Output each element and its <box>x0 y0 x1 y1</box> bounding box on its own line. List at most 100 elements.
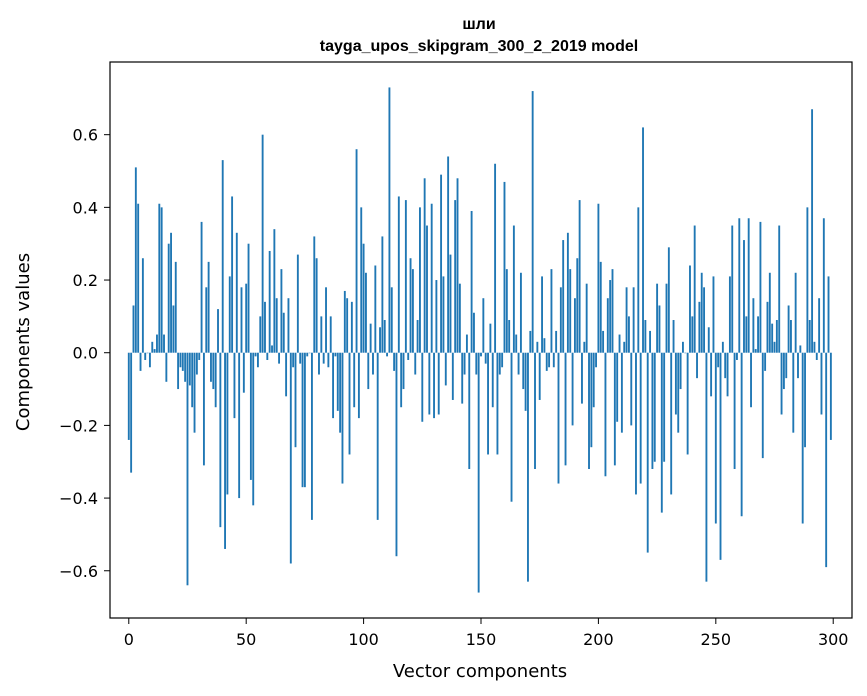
bar <box>390 287 393 353</box>
bar <box>505 269 508 353</box>
bar <box>503 181 506 353</box>
bar <box>228 276 231 353</box>
bar <box>245 283 248 353</box>
bar <box>691 316 694 353</box>
bar <box>454 200 457 353</box>
bar <box>597 203 600 353</box>
bar <box>458 283 461 353</box>
bar <box>731 225 734 353</box>
bar <box>703 287 706 353</box>
bar <box>806 207 809 353</box>
bar <box>240 287 243 353</box>
bar <box>670 352 673 495</box>
bar <box>186 352 189 586</box>
bar <box>736 352 738 360</box>
bar <box>348 352 351 455</box>
bar <box>738 218 741 353</box>
bar <box>750 352 752 408</box>
x-tick-label: 100 <box>348 630 379 649</box>
plot-frame <box>109 61 853 619</box>
bar <box>653 352 656 462</box>
bar <box>268 250 271 353</box>
bar <box>383 320 386 353</box>
bar <box>698 301 701 353</box>
bar <box>815 352 818 360</box>
bar <box>752 298 755 353</box>
bar <box>797 352 799 379</box>
bar <box>609 280 612 353</box>
bar <box>231 196 234 353</box>
bar <box>430 203 433 353</box>
x-tick-label: 0 <box>124 630 134 649</box>
bar <box>482 298 485 353</box>
y-tick-label: 0.6 <box>73 126 98 145</box>
bar <box>404 200 407 353</box>
bar <box>365 272 367 353</box>
bar <box>444 352 447 386</box>
bar <box>794 272 797 353</box>
bar <box>494 163 497 353</box>
bar <box>827 276 830 353</box>
bar <box>581 352 583 404</box>
bar <box>395 352 398 557</box>
bar <box>419 207 421 353</box>
chart-subtitle: tayga_upos_skipgram_300_2_2019 model <box>320 38 638 55</box>
bar-series <box>127 87 832 593</box>
bar <box>714 352 717 524</box>
bar <box>684 352 687 354</box>
y-tick-label: −0.6 <box>59 562 98 581</box>
bar <box>195 352 198 375</box>
bar <box>782 352 785 390</box>
bar <box>461 352 464 404</box>
bar <box>498 352 501 375</box>
bar <box>299 352 302 364</box>
bar <box>160 207 163 353</box>
bar <box>693 225 696 353</box>
bar <box>780 352 783 415</box>
bar <box>771 323 774 353</box>
bar <box>137 203 140 353</box>
bar <box>214 352 217 408</box>
bar <box>576 258 579 353</box>
bar <box>327 352 330 368</box>
bar <box>667 247 670 353</box>
bar <box>278 352 281 364</box>
bar <box>254 352 257 357</box>
bar <box>132 305 135 353</box>
bar <box>534 352 536 470</box>
bar <box>588 352 590 470</box>
bar <box>686 352 689 455</box>
bar <box>381 236 384 353</box>
x-tick-label: 50 <box>236 630 256 649</box>
bar <box>477 352 480 593</box>
y-tick-label: 0.0 <box>73 344 98 363</box>
y-tick-label: 0.2 <box>73 271 98 290</box>
bar <box>541 276 543 353</box>
bar <box>712 276 715 353</box>
bar <box>411 269 414 353</box>
y-tick-label: −0.2 <box>59 416 98 435</box>
bar <box>768 272 771 353</box>
bar <box>465 334 468 353</box>
bar <box>146 352 149 354</box>
bar <box>620 352 623 433</box>
bar <box>303 352 306 488</box>
bar <box>456 178 459 353</box>
bar <box>289 352 292 564</box>
bar <box>318 352 320 375</box>
bar <box>360 207 363 353</box>
bar <box>247 243 250 353</box>
bar <box>226 352 229 495</box>
bar <box>573 298 576 353</box>
bar <box>637 207 640 353</box>
bar <box>642 127 644 353</box>
bar <box>238 352 241 499</box>
y-tick-label: 0.4 <box>73 198 98 217</box>
bar <box>437 352 440 415</box>
bar <box>757 316 760 353</box>
bar <box>292 352 295 368</box>
bar <box>332 352 335 419</box>
bar <box>306 352 309 357</box>
bar <box>674 352 677 415</box>
bar <box>754 349 757 353</box>
